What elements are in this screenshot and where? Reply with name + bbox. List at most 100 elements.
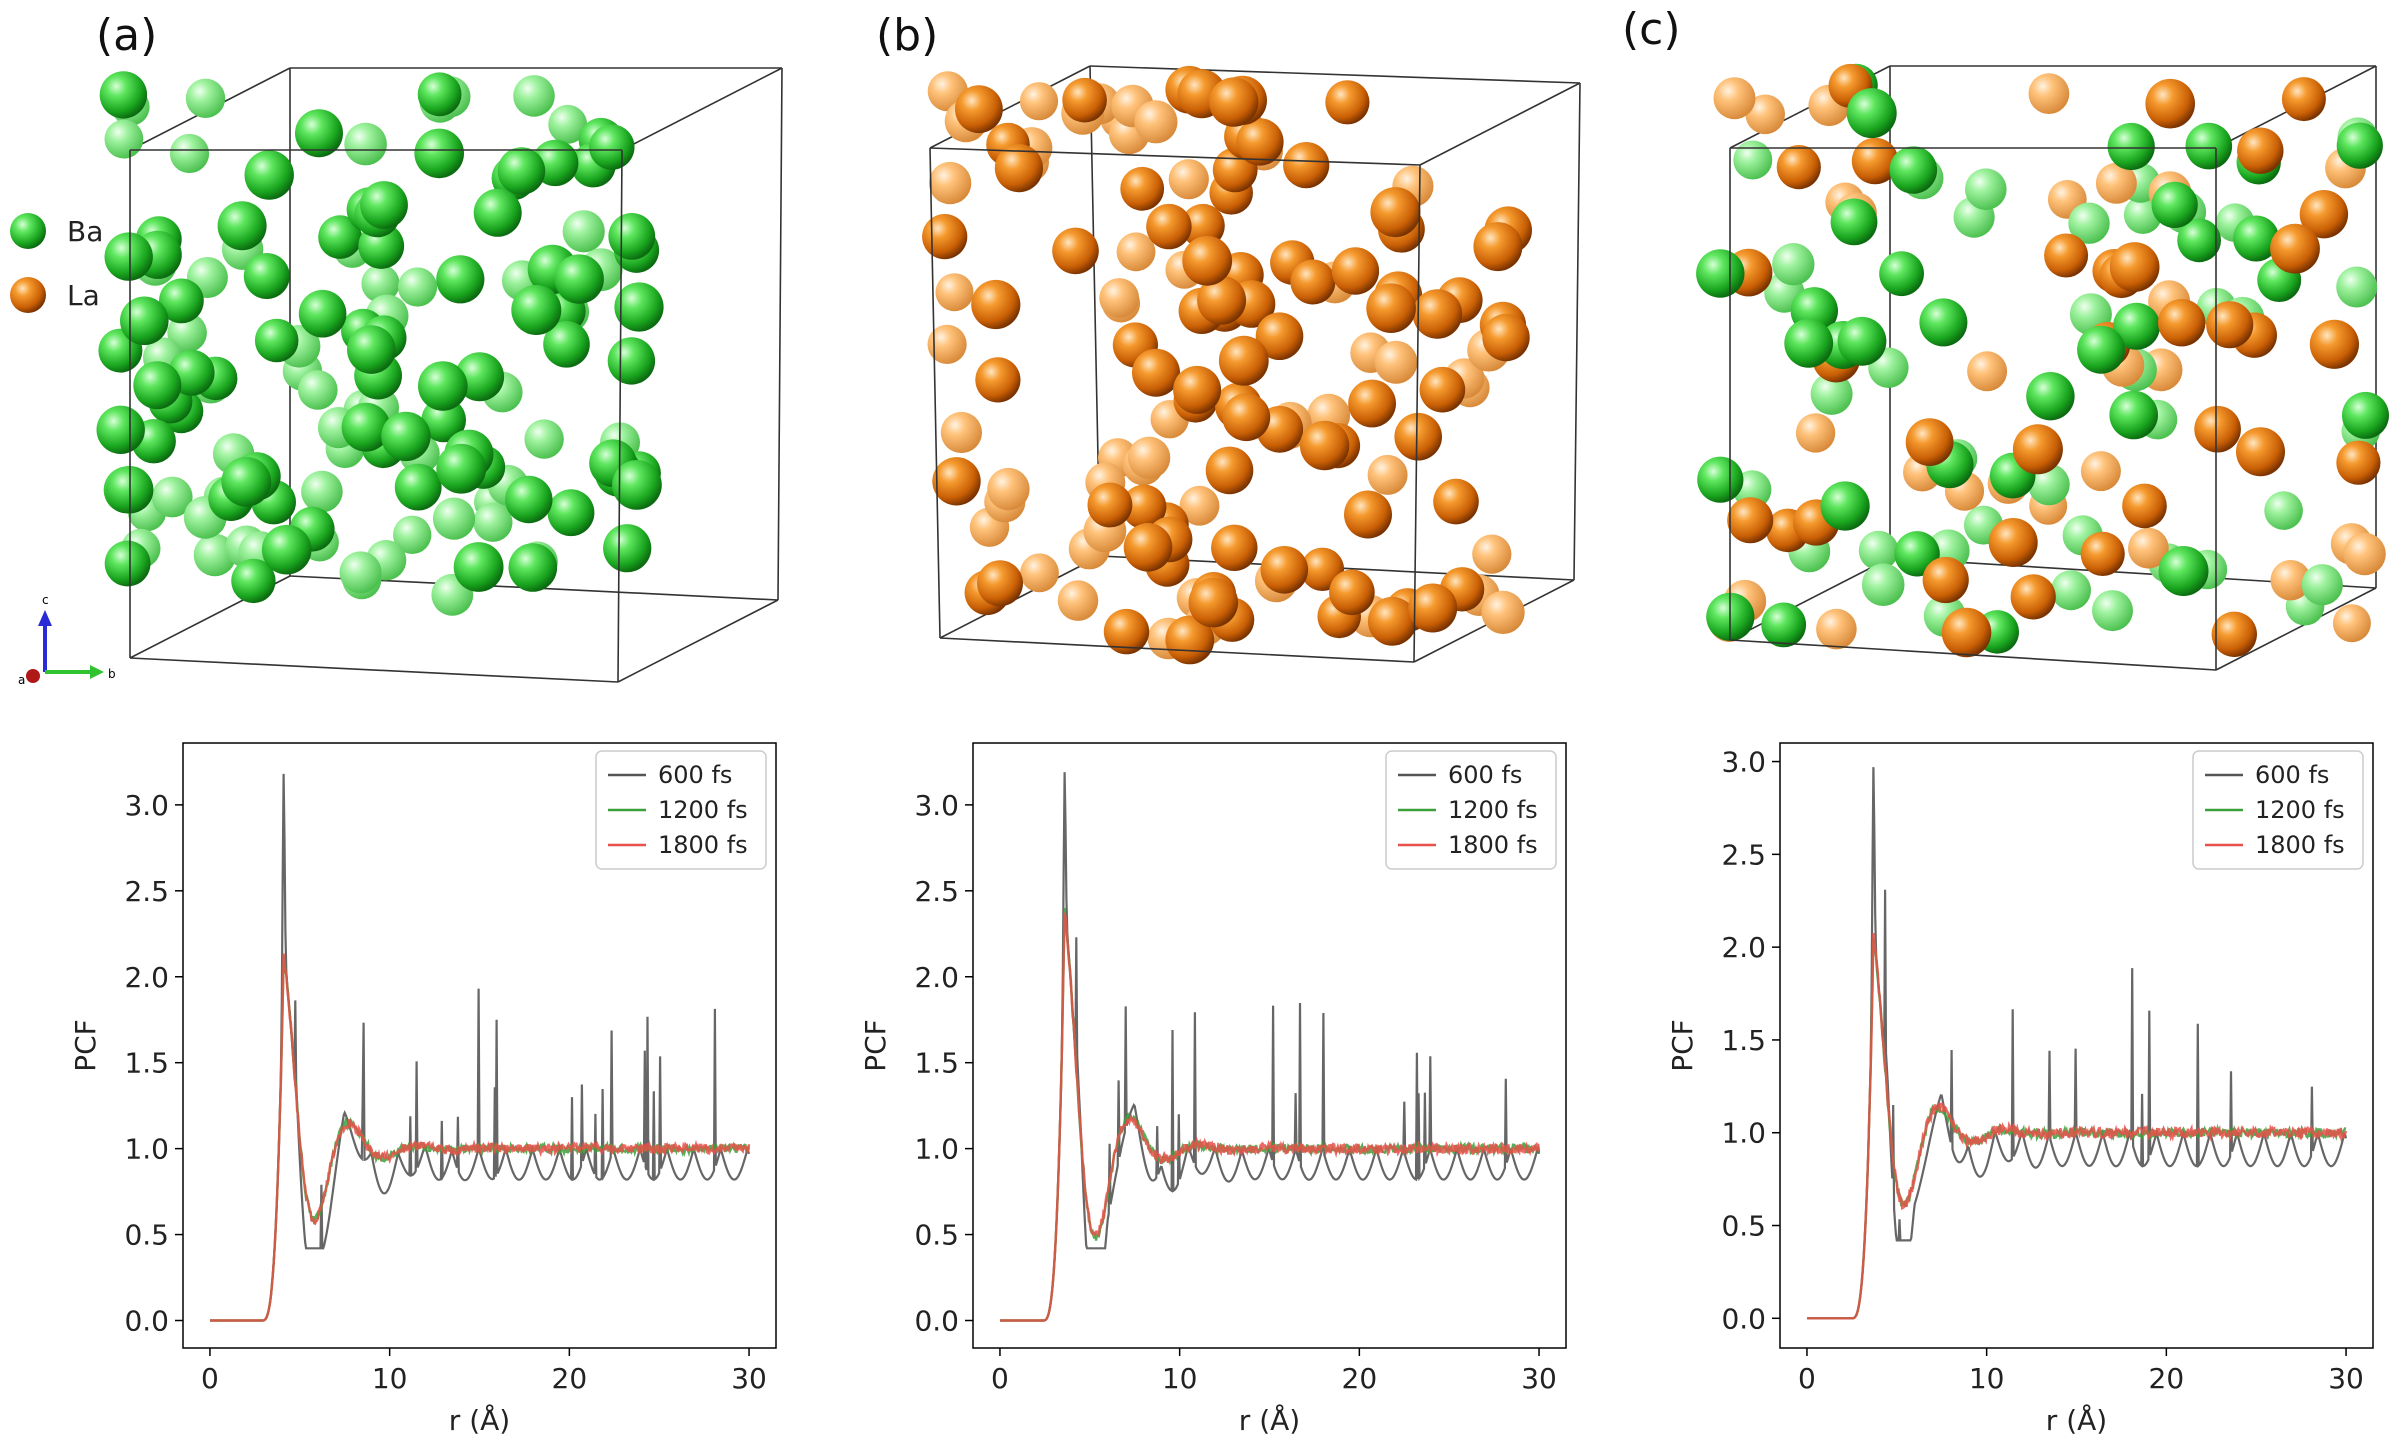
la-atom: [977, 560, 1023, 607]
la-atom: [1905, 418, 1954, 466]
ba-atom: [505, 475, 553, 524]
la-atom: [1988, 518, 2038, 567]
la-atom: [1745, 94, 1785, 135]
ba-atom: [298, 370, 338, 410]
la-atom: [1795, 413, 1836, 453]
ba-atom: [2177, 218, 2222, 263]
cell-front-edge: [1413, 164, 1421, 663]
la-atom: [1816, 608, 1857, 650]
la-atom: [1433, 478, 1479, 525]
la-atom: [987, 467, 1030, 511]
legend-label: 1200 fs: [2255, 796, 2345, 824]
legend-label: 600 fs: [1448, 761, 1522, 789]
la-atom: [1473, 222, 1523, 272]
legend-label: 600 fs: [658, 761, 732, 789]
la-atom: [1374, 340, 1418, 384]
la-atom: [1366, 283, 1416, 334]
ba-atom: [511, 285, 562, 335]
ba-atom: [2077, 325, 2126, 374]
x-tick-label: 30: [2328, 1362, 2364, 1395]
la-atom: [1127, 436, 1171, 479]
ba-atom: [418, 361, 468, 411]
la-atom: [1116, 232, 1156, 272]
x-tick-label: 10: [1162, 1362, 1198, 1395]
ba-atom: [151, 476, 193, 518]
ba-atom: [436, 443, 487, 494]
y-tick-label: 0.0: [1721, 1302, 1766, 1335]
ba-atom: [394, 463, 442, 511]
ba-atom: [1861, 563, 1905, 606]
la-atom: [1181, 203, 1225, 248]
y-tick-label: 3.0: [914, 789, 959, 822]
x-tick-label: 10: [1969, 1362, 2005, 1395]
la-atom: [2128, 527, 2169, 569]
ba-atom: [1784, 318, 1834, 368]
pcf-chart-c: 0 10 20 30 0.0 0.5 1.0 1.5 2.0 2.5 3.0 r (Å) PCF 600 …: [1666, 742, 2374, 1434]
la-atom: [1776, 145, 1821, 190]
ba-atom: [417, 72, 462, 117]
la-atom: [955, 85, 1003, 134]
x-tick-label: 20: [552, 1362, 588, 1395]
la-atom: [1057, 580, 1099, 621]
cell-front-edge: [129, 657, 619, 683]
la-atom: [1103, 608, 1150, 655]
la-atom: [1173, 365, 1222, 414]
ba-atom: [2158, 546, 2209, 596]
la-atom: [1472, 534, 1512, 574]
ba-atom: [261, 524, 312, 575]
la-atom: [2158, 299, 2206, 347]
la-atom: [935, 273, 974, 312]
cell-depth-edge: [939, 555, 1101, 639]
la-atom: [1370, 187, 1421, 238]
la-atom: [1713, 77, 1756, 120]
ba-atom: [2264, 491, 2303, 530]
cell-depth-edge: [1419, 82, 1581, 166]
la-atom: [2270, 560, 2311, 601]
ba-atom: [603, 524, 652, 573]
la-atom: [1197, 275, 1247, 325]
ba-atom: [159, 278, 204, 324]
c-axis-arrowhead: [38, 610, 52, 626]
ba-atom: [1889, 146, 1938, 194]
ba-atom: [193, 533, 237, 577]
y-tick-label: 1.0: [124, 1133, 169, 1166]
ba-atom: [2342, 391, 2389, 439]
la-atom: [1099, 278, 1140, 318]
pcf-chart-b: 0 10 20 30 0.0 0.5 1.0 1.5 2.0 2.5 3.0 r (Å) PCF 600 …: [859, 742, 1567, 1434]
ba-atom: [1837, 316, 1887, 366]
la-atom: [1134, 100, 1178, 144]
la-atom: [927, 324, 967, 364]
cell-back-edge: [1573, 82, 1581, 581]
y-tick-label: 1.5: [914, 1047, 959, 1080]
x-axis-label: r (Å): [1239, 1403, 1300, 1434]
la-atom: [1179, 485, 1220, 526]
legend-label: 1200 fs: [1448, 796, 1538, 824]
la-atom: [1182, 235, 1233, 286]
x-tick-label: 20: [1342, 1362, 1378, 1395]
la-atom: [2206, 301, 2254, 349]
pcf-chart-a: 0 10 20 30 0.0 0.5 1.0 1.5 2.0 2.5 3.0 r (Å) PCF 600 …: [69, 742, 777, 1434]
la-atom: [2095, 162, 2137, 204]
ba-atom: [104, 119, 144, 159]
ba-atom: [2051, 570, 2091, 611]
la-atom: [1052, 227, 1099, 275]
ba-atom: [1820, 481, 1870, 531]
ba-atom: [301, 470, 343, 513]
ba-atom: [547, 489, 595, 537]
la-atom: [2336, 440, 2381, 485]
la-atom: [2010, 574, 2056, 620]
y-tick-label: 0.5: [1721, 1210, 1766, 1243]
ba-atom: [2109, 390, 2158, 440]
ba-atom: [1830, 198, 1878, 246]
ba-atom: [453, 542, 504, 592]
la-atom: [1123, 523, 1173, 572]
la-atom: [922, 214, 968, 260]
ba-atom: [1761, 602, 1807, 648]
ba-atom: [524, 419, 564, 459]
la-atom: [1967, 351, 2008, 392]
legend-box: [1385, 750, 1557, 870]
y-tick-label: 0.0: [914, 1305, 959, 1338]
la-atom: [1851, 137, 1899, 185]
ba-atom: [244, 150, 294, 200]
cell-depth-edge: [1729, 557, 1891, 641]
